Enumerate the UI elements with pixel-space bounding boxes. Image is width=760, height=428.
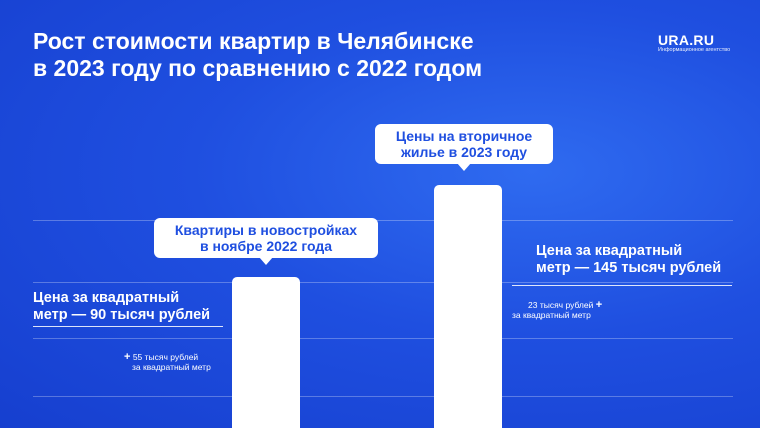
callout-new-buildings-line1: Квартиры в новостройках [174,222,358,238]
delta-new-buildings-line1: 55 тысяч рублей [132,352,199,362]
price-label-new-buildings-line1: Цена за квадратный [33,290,180,306]
bar-secondary-housing-2023 [434,185,502,428]
plus-icon: + [595,299,603,311]
ura-logo: URA.RU Информационное агентство [658,33,730,54]
plus-icon: + [124,351,131,363]
callout-secondary-housing: Цены на вторичное жилье в 2023 году [375,124,553,171]
logo-name: URA.RU [658,32,715,48]
grid-line [33,396,733,397]
price-underline [33,326,223,327]
chart-title-line1: Рост стоимости квартир в Челябинске [33,28,474,54]
callout-secondary-housing-line1: Цены на вторичное [395,128,533,144]
price-underline [512,285,732,286]
chart-title-line2: в 2023 году по сравнению с 2022 годом [33,55,483,81]
price-label-secondary-housing: Цена за квадратный метр — 145 тысяч рубл… [536,243,721,277]
delta-label-secondary-housing: 23 тысяч рублей + за квадратный метр [512,299,603,321]
price-label-secondary-housing-line1: Цена за квадратный [536,243,683,259]
callout-tail [457,163,471,171]
bar-new-buildings-2022 [232,277,300,428]
callout-secondary-housing-line2: жилье в 2023 году [400,144,528,160]
delta-label-new-buildings: + 55 тысяч рублей за квадратный метр [124,351,211,373]
callout-new-buildings-line2: в ноябре 2022 года [199,238,333,254]
price-label-new-buildings-line2: метр — 90 тысяч рублей [33,307,211,323]
logo-tagline: Информационное агентство [658,47,731,53]
chart-title: Рост стоимости квартир в Челябинске в 20… [33,28,593,82]
callout-tail [259,257,273,265]
delta-secondary-housing-line2: за квадратный метр [512,310,591,320]
price-label-new-buildings: Цена за квадратный метр — 90 тысяч рубле… [33,290,210,324]
grid-line [33,282,733,283]
callout-new-buildings: Квартиры в новостройках в ноябре 2022 го… [154,218,378,265]
grid-line [33,220,733,221]
grid-line [33,338,733,339]
delta-new-buildings-line2: за квадратный метр [132,362,211,372]
delta-secondary-housing-line1: 23 тысяч рублей [528,300,594,310]
price-label-secondary-housing-line2: метр — 145 тысяч рублей [536,260,722,276]
